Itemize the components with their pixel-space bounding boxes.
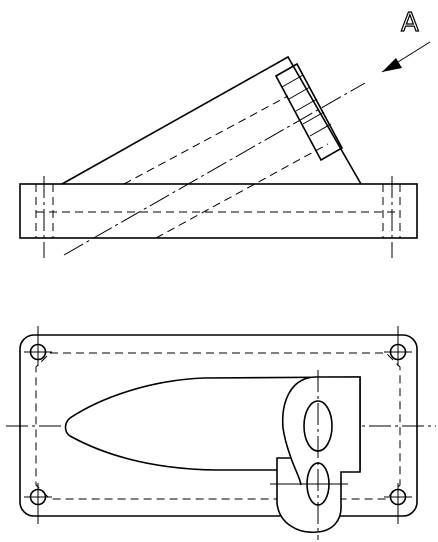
boss-bore-hidden-top [123, 95, 289, 185]
inclined-boss-outline [61, 55, 362, 185]
plan-view [6, 326, 436, 540]
flange-hatch-5 [309, 123, 332, 137]
flange-hatch-3 [295, 98, 318, 112]
flange-hatch-2 [288, 86, 311, 100]
boss-end-flange [274, 62, 344, 162]
view-arrow-head [382, 58, 402, 72]
boss-axis-centerline [63, 82, 366, 256]
plan-inner-hidden-outline [35, 352, 401, 500]
front-view [19, 55, 418, 258]
base-plate-outline [19, 183, 418, 239]
flange-inner-edge [290, 457, 302, 486]
view-label-a: A [401, 8, 419, 38]
flange-hatch-1 [281, 74, 304, 88]
view-direction-indicator: A [381, 7, 431, 73]
flange-hatch-4 [302, 111, 325, 125]
boss-bore-hidden-bottom [155, 143, 329, 239]
